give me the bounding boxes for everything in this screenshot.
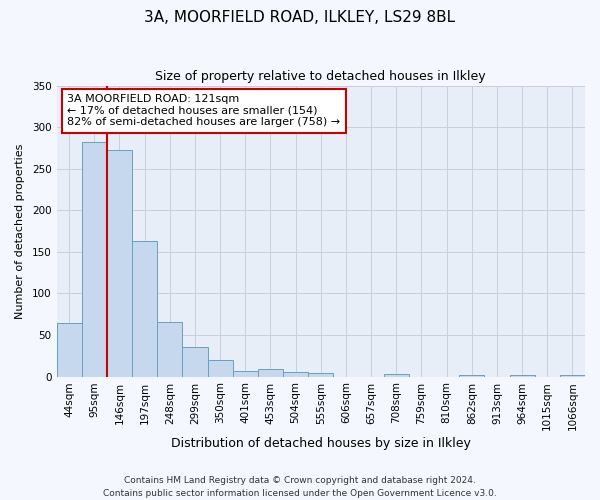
Bar <box>157 322 182 376</box>
Bar <box>132 241 157 376</box>
Bar <box>560 375 585 376</box>
Bar <box>509 375 535 376</box>
Bar <box>383 374 409 376</box>
Bar <box>107 150 132 376</box>
Text: 3A MOORFIELD ROAD: 121sqm
← 17% of detached houses are smaller (154)
82% of semi: 3A MOORFIELD ROAD: 121sqm ← 17% of detac… <box>67 94 340 128</box>
X-axis label: Distribution of detached houses by size in Ilkley: Distribution of detached houses by size … <box>171 437 471 450</box>
Bar <box>283 372 308 376</box>
Bar <box>182 348 208 376</box>
Bar <box>208 360 233 376</box>
Text: Contains HM Land Registry data © Crown copyright and database right 2024.
Contai: Contains HM Land Registry data © Crown c… <box>103 476 497 498</box>
Text: 3A, MOORFIELD ROAD, ILKLEY, LS29 8BL: 3A, MOORFIELD ROAD, ILKLEY, LS29 8BL <box>145 10 455 25</box>
Bar <box>233 370 258 376</box>
Bar <box>308 373 334 376</box>
Title: Size of property relative to detached houses in Ilkley: Size of property relative to detached ho… <box>155 70 486 83</box>
Bar <box>459 375 484 376</box>
Y-axis label: Number of detached properties: Number of detached properties <box>15 144 25 319</box>
Bar <box>258 369 283 376</box>
Bar <box>82 142 107 376</box>
Bar <box>56 322 82 376</box>
